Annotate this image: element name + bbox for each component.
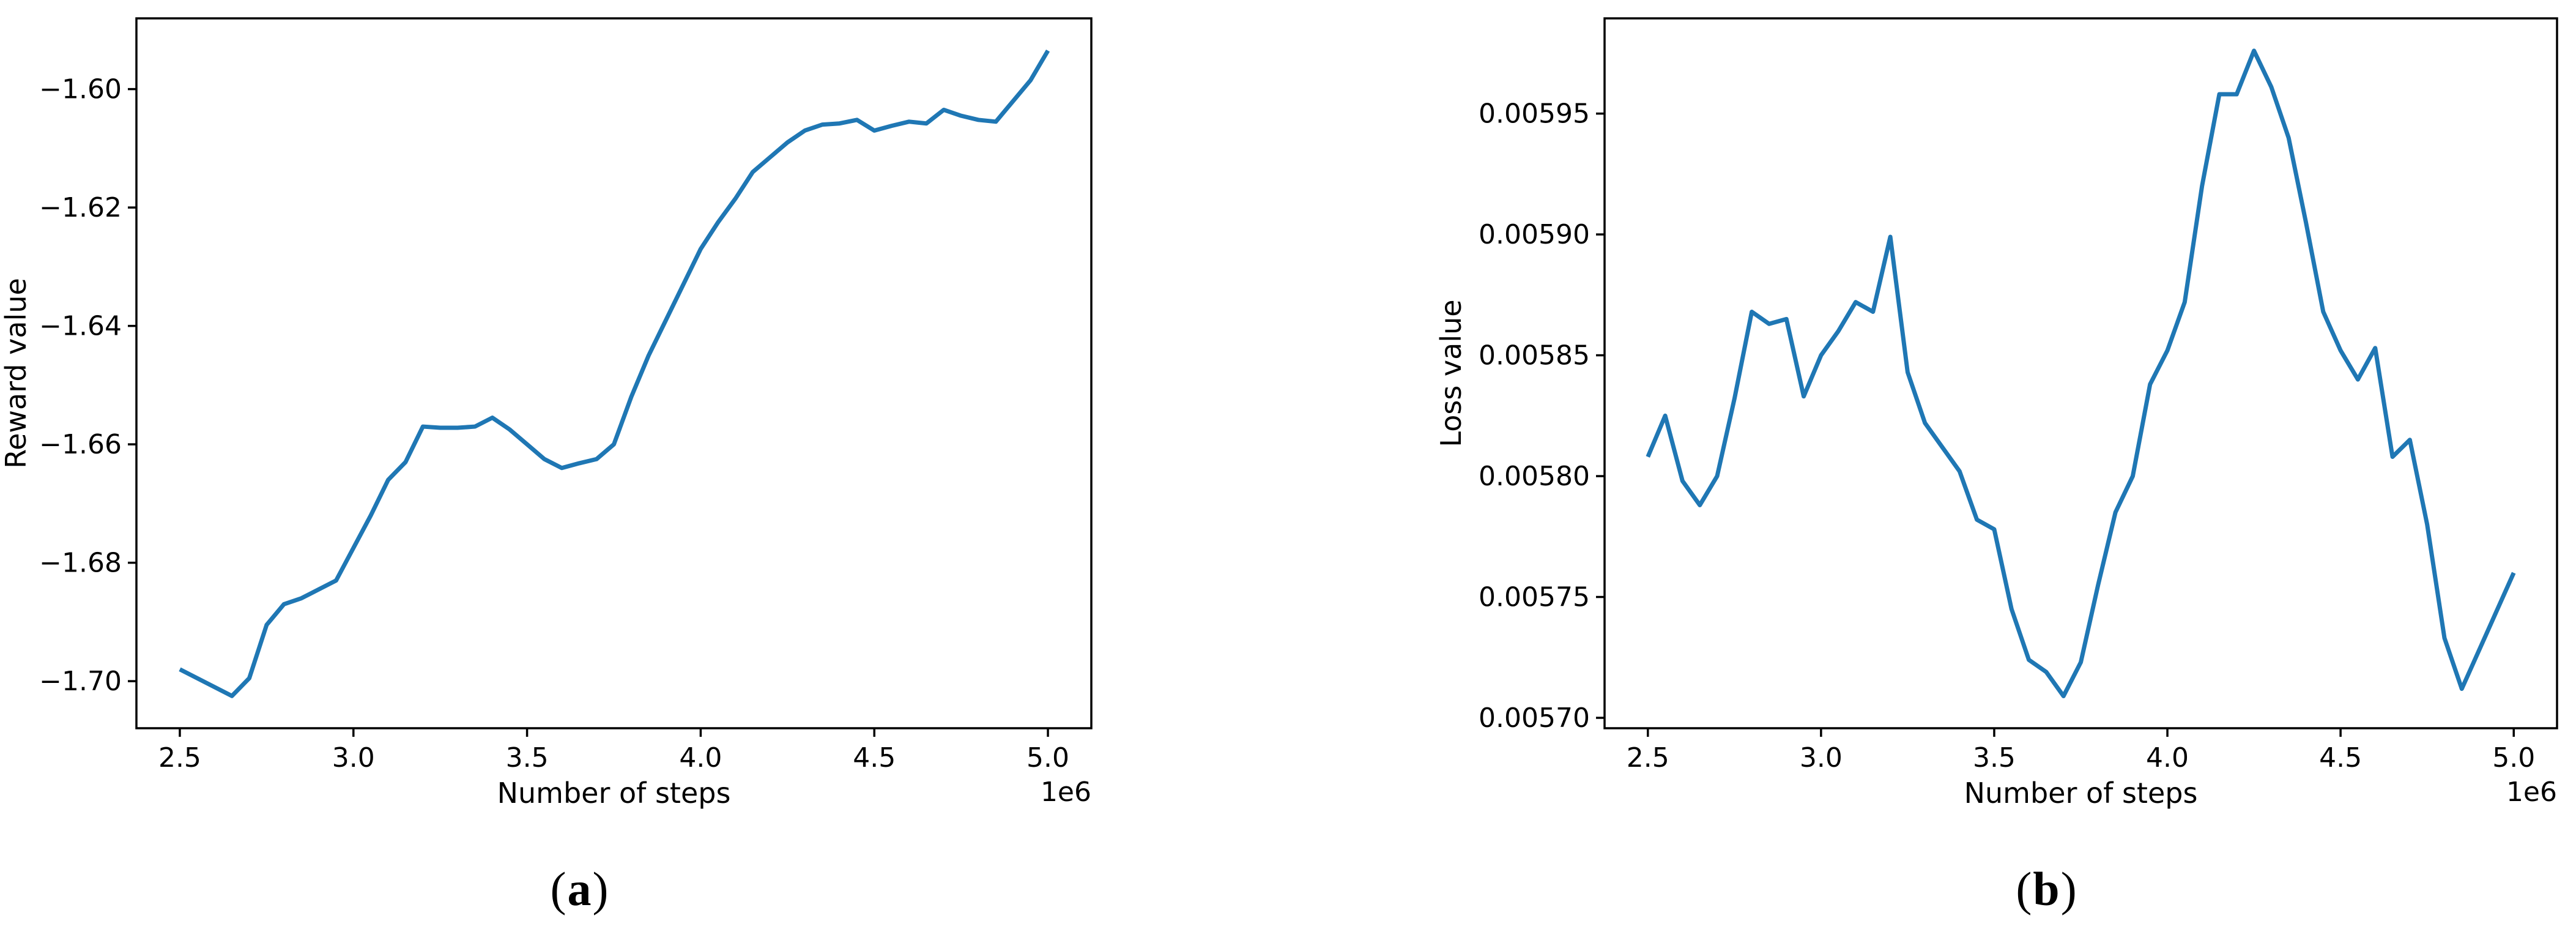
reward-x-tick-label: 4.0 <box>679 742 722 774</box>
reward-y-tick-label: −1.66 <box>39 429 122 460</box>
loss-x-tick-label: 4.5 <box>2319 742 2362 774</box>
reward-y-tick-label: −1.70 <box>39 666 122 697</box>
reward-x-tick-label: 2.5 <box>158 742 201 774</box>
reward-x-tick-label: 3.5 <box>506 742 549 774</box>
reward-y-tick-label: −1.68 <box>39 548 122 579</box>
loss-y-tick-label: 0.00585 <box>1479 340 1590 371</box>
reward-y-tick-label: −1.60 <box>39 74 122 105</box>
loss-y-tick-label: 0.00580 <box>1479 461 1590 492</box>
reward-x-tick-label: 3.0 <box>332 742 375 774</box>
loss-ylabel: Loss value <box>1435 299 1468 447</box>
reward-line <box>179 49 1050 698</box>
caption-a-close-paren: ) <box>592 862 610 915</box>
reward-y-tick-label: −1.62 <box>39 192 122 223</box>
caption-b-open-paren: ( <box>2016 862 2033 915</box>
reward-axes-frame <box>135 17 1093 729</box>
loss-x-offset-label: 1e6 <box>2506 777 2557 808</box>
loss-x-tick-label: 5.0 <box>2492 742 2535 774</box>
caption-a: (a) <box>421 862 739 917</box>
loss-y-tick-label: 0.00570 <box>1479 703 1590 734</box>
reward-x-offset-label: 1e6 <box>1041 777 1091 808</box>
loss-y-tick-label: 0.00595 <box>1479 99 1590 130</box>
loss-y-tick-label: 0.00590 <box>1479 219 1590 250</box>
caption-a-letter: a <box>567 862 593 915</box>
reward-y-tick-label: −1.64 <box>39 311 122 342</box>
loss-x-tick-label: 3.0 <box>1800 742 1843 774</box>
reward-ylabel: Reward value <box>0 278 32 469</box>
loss-line <box>1646 48 2516 698</box>
loss-axes-frame <box>1603 17 2558 729</box>
caption-b-letter: b <box>2033 862 2061 915</box>
loss-y-tick-label: 0.00575 <box>1479 582 1590 613</box>
loss-x-tick-label: 4.0 <box>2146 742 2189 774</box>
loss-xlabel: Number of steps <box>1964 777 2198 810</box>
reward-xlabel: Number of steps <box>497 777 731 810</box>
caption-a-open-paren: ( <box>550 862 568 915</box>
loss-x-tick-label: 3.5 <box>1973 742 2016 774</box>
reward-x-tick-label: 5.0 <box>1026 742 1069 774</box>
caption-b: (b) <box>1888 862 2206 917</box>
loss-x-tick-label: 2.5 <box>1627 742 1669 774</box>
reward-x-tick-label: 4.5 <box>853 742 896 774</box>
caption-b-close-paren: ) <box>2060 862 2078 915</box>
